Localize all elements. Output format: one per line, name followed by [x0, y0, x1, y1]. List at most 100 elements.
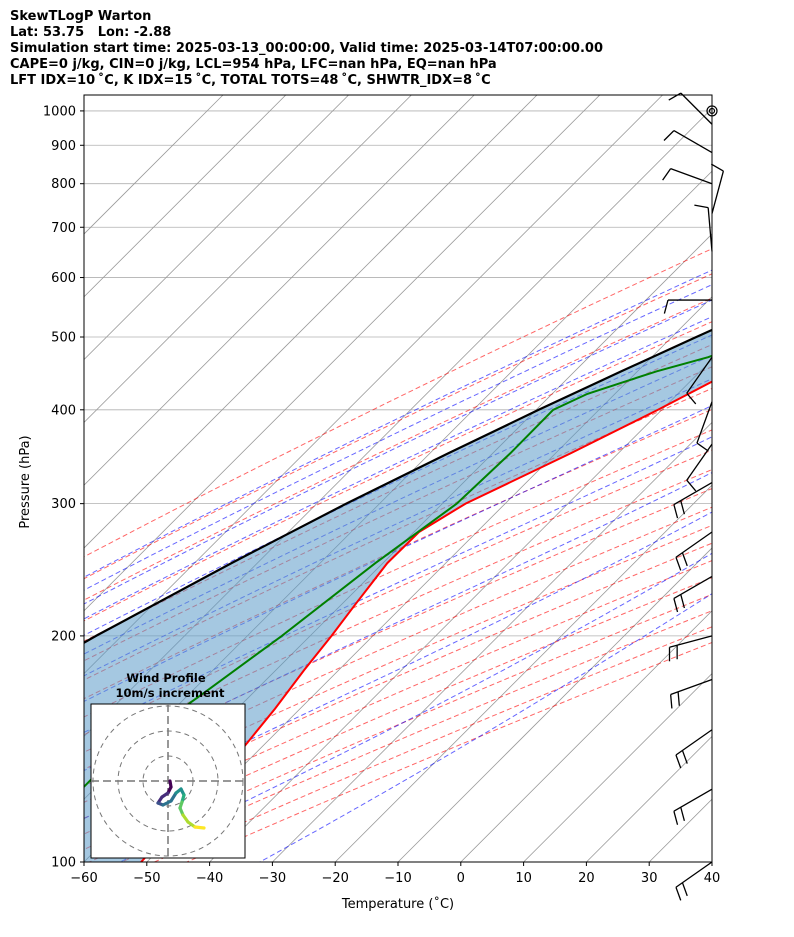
isotherm-line	[775, 95, 794, 862]
x-tick-label: −10	[384, 871, 411, 886]
wind-barb-staff	[707, 207, 713, 252]
x-tick-label: −60	[70, 871, 97, 886]
isotherm-line	[711, 861, 712, 862]
wind-barb-flag	[686, 479, 697, 492]
moist-adiabat-line	[259, 593, 712, 862]
isotherm-line	[84, 95, 475, 486]
y-axis-label: Pressure (hPa)	[18, 435, 33, 528]
moist-adiabat-line	[84, 299, 712, 605]
hodograph-inset: Wind Profile 10m/s increment	[90, 671, 246, 859]
x-tick-label: 40	[704, 871, 721, 886]
wind-barb-flag	[673, 598, 679, 613]
wind-barb-staff	[670, 168, 713, 185]
wind-barb-flag	[681, 552, 688, 567]
dry-adiabat-line	[84, 273, 712, 580]
x-tick-label: −30	[259, 871, 286, 886]
isotherm-line	[586, 735, 712, 862]
wind-barb-flag	[663, 130, 675, 141]
isotherm-line	[84, 95, 601, 612]
wind-barb-flag	[681, 882, 688, 897]
wind-barb-staff	[670, 678, 713, 696]
y-tick-label: 600	[51, 271, 76, 286]
dry-adiabat-line	[84, 506, 712, 787]
moist-adiabat-line	[84, 334, 712, 636]
isotherm-line	[84, 95, 224, 235]
moist-adiabat-line	[84, 316, 712, 620]
y-tick-label: 800	[51, 177, 76, 192]
x-tick-label: 30	[641, 871, 658, 886]
x-tick-label: 20	[578, 871, 595, 886]
wind-barb-flag	[675, 887, 682, 901]
dewpoint-profile-line	[84, 354, 712, 789]
dry-adiabat-line	[84, 429, 712, 718]
x-tick-label: −40	[196, 871, 223, 886]
wind-barb-flag	[680, 500, 686, 515]
isotherm-line	[146, 296, 712, 862]
wind-barb-staff	[711, 170, 725, 214]
moist-adiabat-line	[84, 436, 712, 733]
hodograph-trace	[193, 825, 206, 830]
y-tick-label: 700	[51, 221, 76, 236]
isotherm-line	[209, 359, 712, 862]
y-tick-label: 100	[51, 856, 76, 871]
wind-barb-flag	[686, 392, 697, 405]
parcel-profile-line	[84, 328, 712, 644]
dry-adiabat-line	[84, 321, 712, 622]
isotherm-line	[648, 798, 712, 862]
dry-adiabat-line	[84, 488, 712, 770]
wind-barb-flag	[662, 168, 672, 181]
wind-barb-flag	[668, 92, 682, 101]
wind-barb-staff	[669, 635, 713, 648]
moist-adiabat-line	[84, 269, 712, 578]
moist-adiabat-line	[84, 511, 712, 820]
indices-line-1: CAPE=0 j/kg, CIN=0 j/kg, LCL=954 hPa, LF…	[10, 57, 497, 72]
y-tick-label: 300	[51, 497, 76, 512]
wind-barb-flag	[673, 811, 679, 825]
wind-barb-flag	[663, 299, 669, 314]
wind-barb-staff	[673, 482, 713, 506]
wind-barb-staff	[686, 356, 713, 394]
isotherm-line	[523, 673, 712, 862]
y-tick-label: 1000	[43, 104, 76, 119]
wind-barb-flag	[696, 442, 709, 452]
y-tick-label: 500	[51, 331, 76, 346]
wind-barbs	[662, 92, 725, 901]
wind-barb-flag	[675, 557, 682, 571]
wind-barb-staff	[673, 130, 713, 154]
y-tick-label: 200	[51, 629, 76, 644]
wind-barb-flag	[675, 754, 682, 769]
wind-barb-staff	[696, 401, 713, 444]
y-tick-label: 400	[51, 403, 76, 418]
x-tick-label: 10	[515, 871, 532, 886]
dry-adiabat-line	[84, 524, 712, 803]
temperature-profile-line	[140, 380, 712, 862]
location-line: Lat: 53.75 Lon: -2.88	[10, 25, 172, 40]
wind-barb-flag	[677, 691, 680, 706]
isotherm-line	[84, 95, 287, 298]
isotherm-line	[272, 421, 712, 862]
wind-barb-flag	[710, 163, 724, 172]
isotherm-line	[460, 610, 712, 862]
hodograph-plot	[91, 704, 245, 858]
title-block: SkewTLogP Warton Lat: 53.75 Lon: -2.88 S…	[10, 9, 603, 89]
isotherm-line	[84, 95, 538, 549]
x-tick-label: −50	[133, 871, 160, 886]
x-tick-label: −20	[321, 871, 348, 886]
chart-title: SkewTLogP Warton	[10, 9, 152, 24]
wind-barb-flag	[680, 594, 686, 609]
hodograph-title: Wind Profile	[126, 671, 206, 685]
x-tick-label: 0	[457, 871, 465, 886]
x-axis-label: Temperature (˚C)	[341, 896, 454, 912]
wind-barb-flag	[680, 807, 686, 821]
isotherm-line	[84, 95, 663, 675]
profile-lines	[84, 328, 712, 862]
moist-adiabat-line	[84, 472, 712, 772]
wind-barb-flag	[670, 694, 673, 709]
isotherm-line	[84, 95, 412, 423]
wind-barb-staff	[673, 788, 713, 812]
isotherm-line	[84, 95, 349, 361]
indices-line-2: LFT IDX=10 ˚C, K IDX=15 ˚C, TOTAL TOTS=4…	[10, 73, 491, 88]
wind-barb-staff	[680, 92, 713, 125]
wind-barb-flag	[681, 750, 688, 764]
